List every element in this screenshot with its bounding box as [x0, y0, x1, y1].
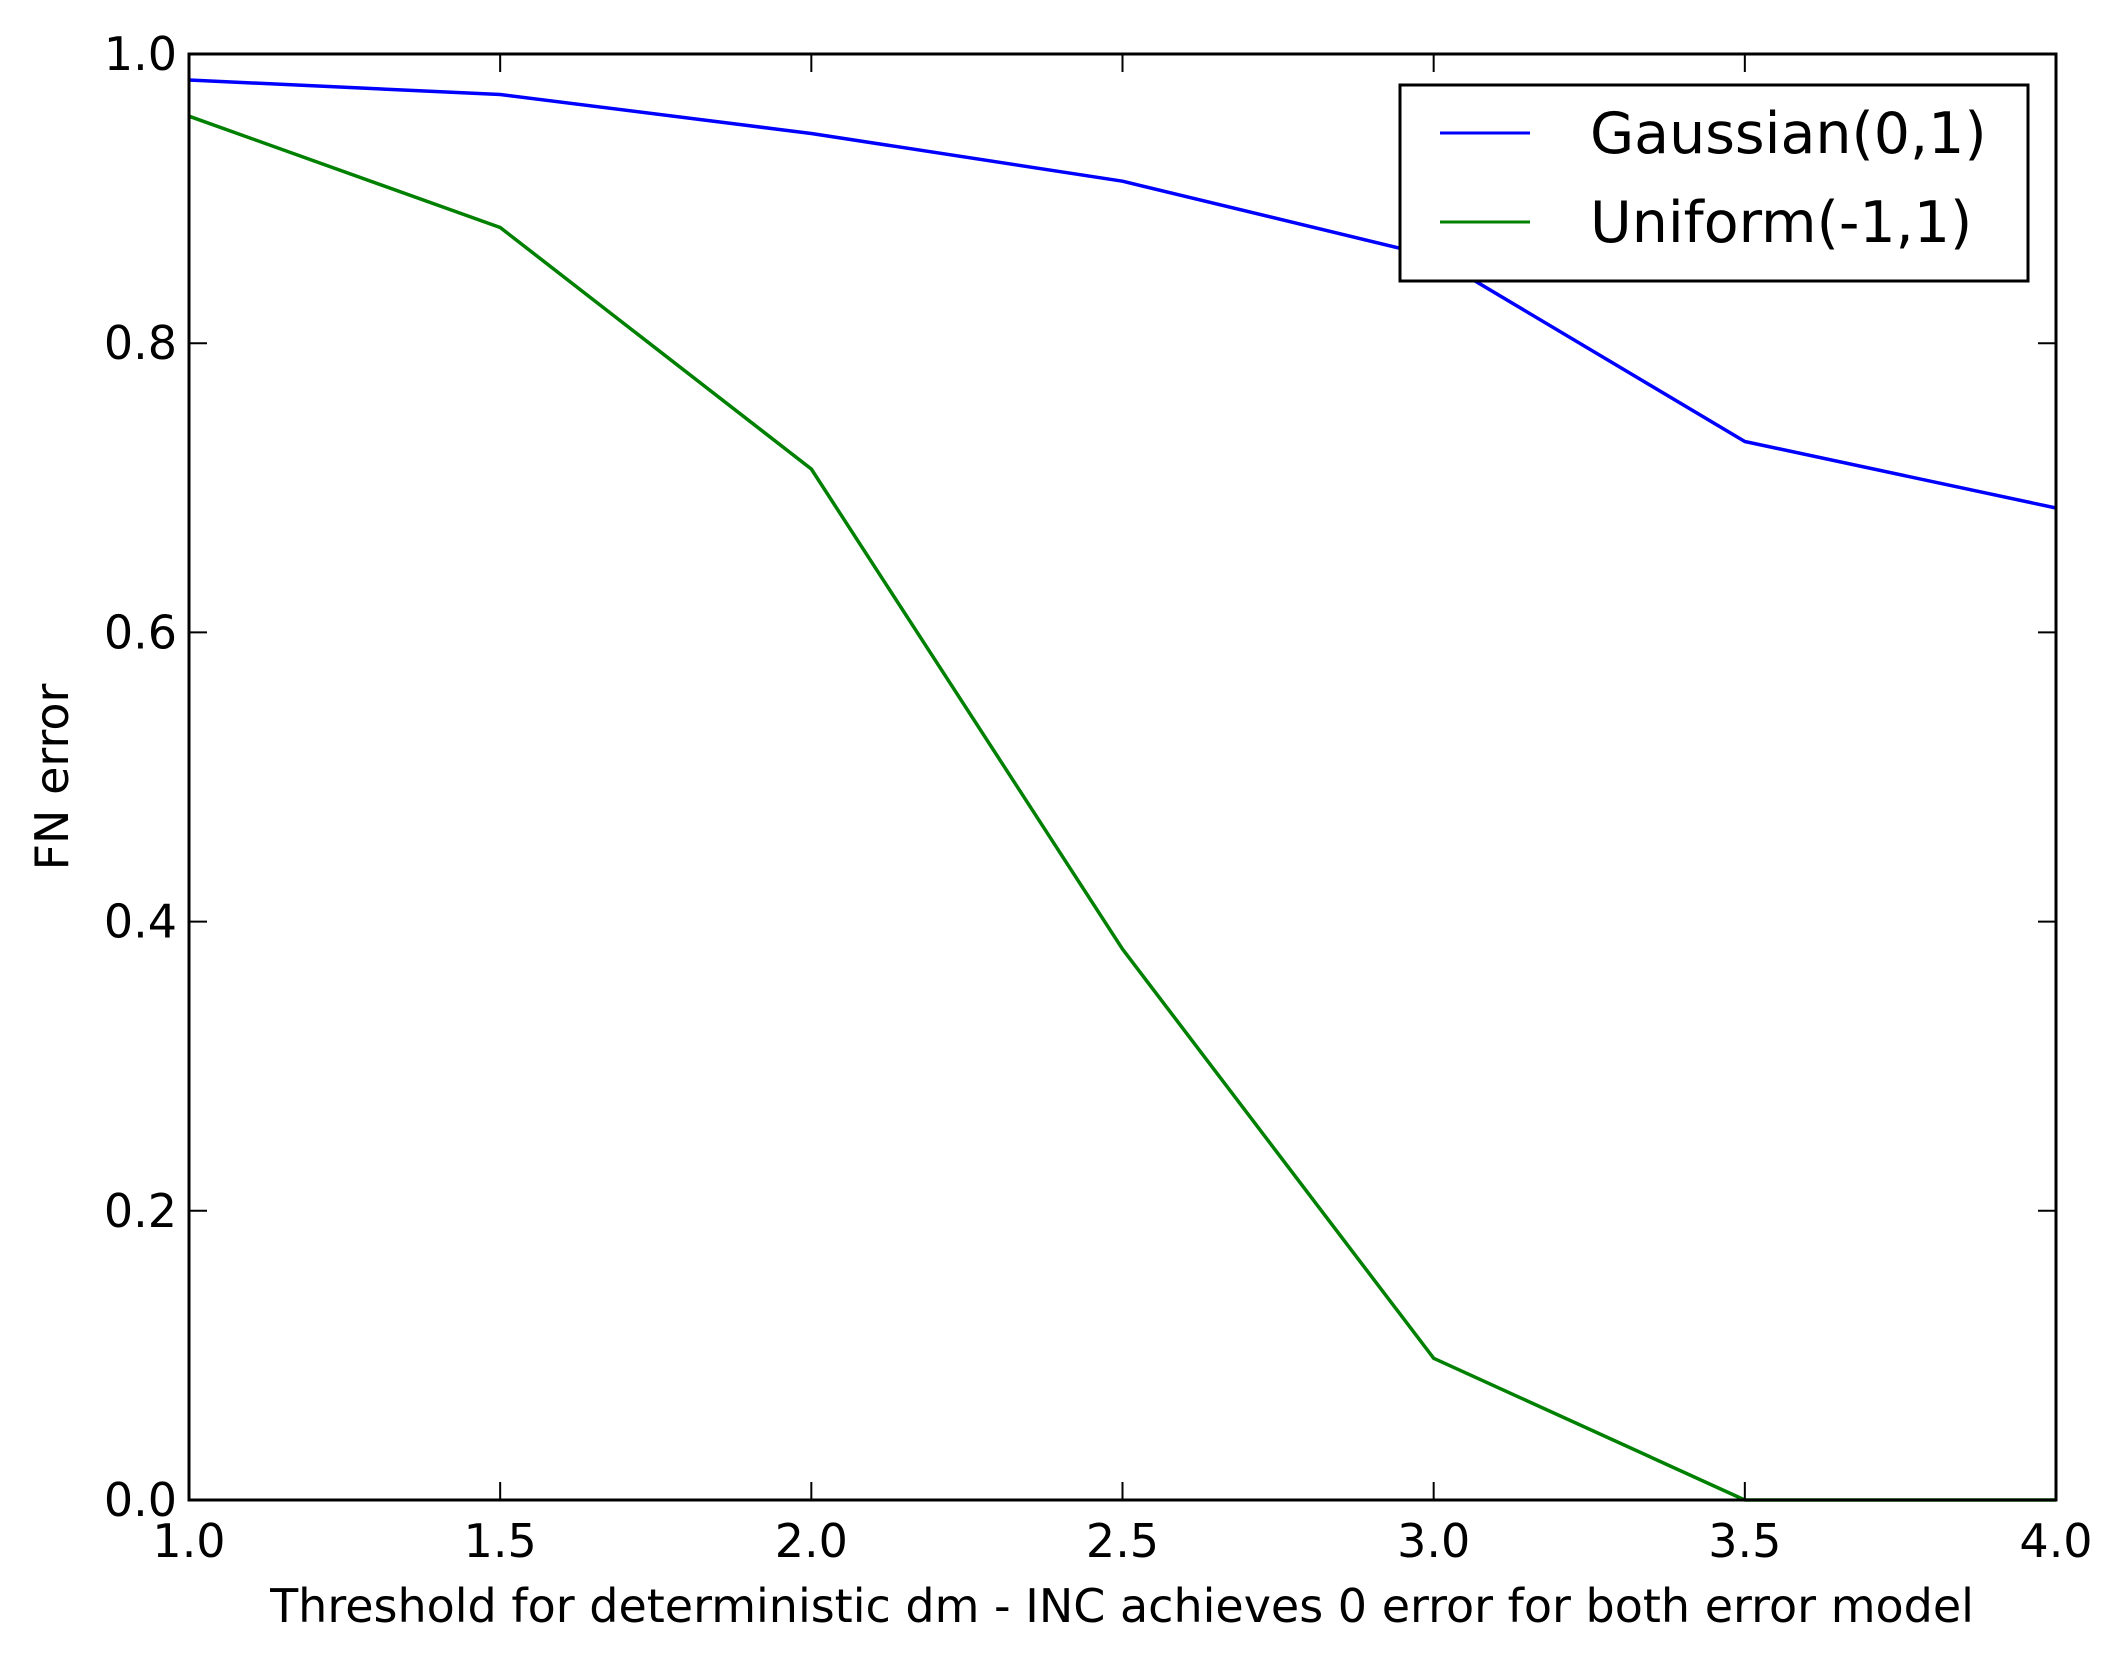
- legend-label-uniform: Uniform(-1,1): [1590, 190, 1972, 256]
- tick-layer: 1.0 1.5 2.0 2.5 3.0 3.5 4.0 0.0 0.2 0.4 0.6 0.8 1.0: [104, 27, 2093, 1568]
- y-tick-label: 0.6: [104, 605, 177, 659]
- legend-box: [1398, 83, 2030, 283]
- plot-background: [189, 54, 2056, 1500]
- y-tick-label: 0.8: [104, 316, 177, 370]
- x-axis-label: Threshold for deterministic dm - INC ach…: [269, 1579, 1974, 1633]
- y-axis-label: FN error: [25, 683, 79, 870]
- plot-frame: [187, 52, 2058, 1502]
- x-tick-label: 1.0: [152, 1514, 225, 1568]
- legend-label-gaussian: Gaussian(0,1): [1590, 101, 1987, 167]
- x-tick-label: 2.5: [1086, 1514, 1159, 1568]
- series-line-gaussian-0-1: [188, 78, 2057, 510]
- x-tick-label: 4.0: [2019, 1514, 2092, 1568]
- x-tick-label: 2.0: [775, 1514, 848, 1568]
- y-tick-label: 0.0: [104, 1473, 177, 1527]
- y-tick-label: 0.2: [104, 1184, 177, 1238]
- y-tick-label: 1.0: [104, 27, 177, 81]
- y-tick-label: 0.4: [104, 895, 177, 949]
- legend: Gaussian(0,1) Uniform(-1,1): [1398, 83, 2030, 283]
- x-tick-label: 3.5: [1708, 1514, 1781, 1568]
- x-tick-label: 1.5: [464, 1514, 537, 1568]
- x-tick-label: 3.0: [1397, 1514, 1470, 1568]
